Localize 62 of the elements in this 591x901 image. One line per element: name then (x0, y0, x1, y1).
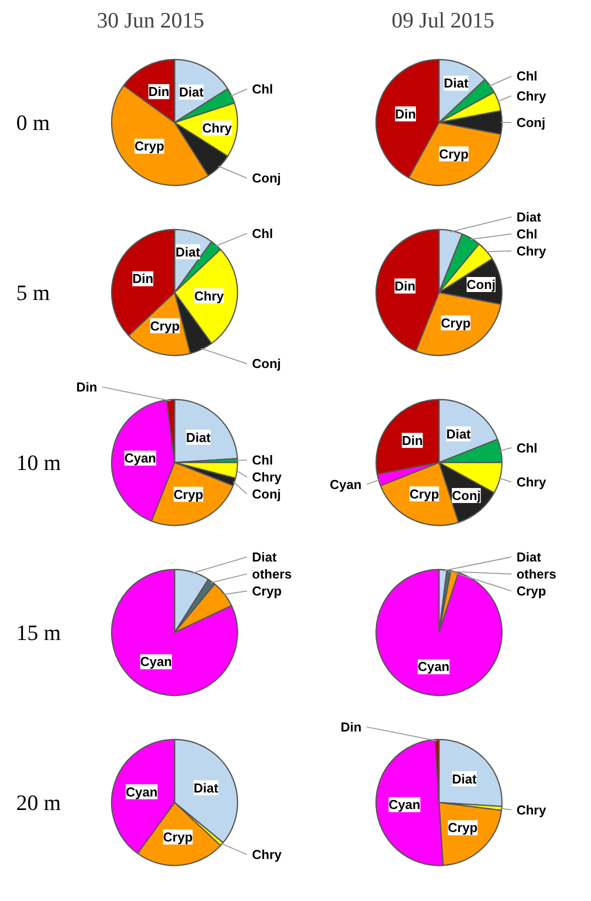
slice-label: Diat (252, 549, 278, 564)
slice-label: Diat (176, 244, 201, 260)
slice-label: Cryp (448, 820, 478, 836)
slice-label: Chry (252, 847, 282, 862)
slice-label: Cryp (134, 138, 164, 154)
slice-label: Din (340, 719, 362, 734)
slice-label: Diat (186, 430, 212, 445)
slice-label: Cryp (516, 583, 546, 598)
text: 5 m (16, 280, 50, 305)
slice-label: Chl (516, 68, 538, 84)
slice-label: Chry (516, 243, 547, 258)
slice-label: Diat (446, 426, 472, 442)
slice-label: others (516, 566, 556, 582)
slice-label: Chry (516, 474, 547, 490)
slice-label: Cryp (440, 315, 471, 330)
slice-label: Chl (516, 226, 538, 242)
slice-label: Din (395, 106, 416, 122)
slice-label: Conj (252, 356, 281, 372)
slice-label: Chl (252, 452, 273, 468)
slice-label: Cryp (150, 318, 180, 334)
text: 10 m (16, 450, 61, 475)
slice-label: Din (394, 278, 416, 294)
slice-label: Cryp (163, 829, 193, 844)
slice-label: Cryp (252, 583, 282, 598)
slice-label: Cyan (140, 654, 172, 670)
slice-label: Din (132, 271, 154, 286)
slice-label: Conj (452, 488, 481, 503)
slice-label: Chry (516, 88, 547, 104)
slice-label: Din (76, 379, 98, 394)
slice-label: Cyan (418, 659, 450, 674)
slice-label: others (252, 566, 292, 582)
slice-label: Conj (252, 170, 281, 186)
slice-label: Conj (252, 486, 281, 502)
slice-label: Chry (194, 288, 225, 304)
slice-label: Conj (516, 115, 546, 130)
slice-label: Diat (452, 771, 478, 786)
slice-label: Chl (252, 226, 273, 241)
slice-label: Diat (178, 84, 204, 100)
slice-label: Din (148, 84, 170, 100)
slice-label: Cryp (438, 146, 469, 162)
chart-title: 09 Jul 2015 (392, 8, 494, 32)
slice-label: Chry (516, 802, 547, 818)
slice-label: Din (402, 432, 423, 448)
text: 0 m (16, 110, 50, 135)
slice-label: Diat (516, 549, 542, 564)
slice-label: Chry (252, 470, 282, 485)
slice-label: Cyan (330, 476, 362, 492)
slice-label: Cryp (409, 486, 440, 502)
slice-label: Chl (252, 81, 273, 96)
slice-label: Diat (194, 780, 219, 796)
slice-label: Diat (444, 76, 469, 91)
slice-label: Cryp (174, 486, 204, 502)
text: 20 m (16, 790, 61, 815)
text: 15 m (16, 620, 61, 645)
chart-title: 30 Jun 2015 (96, 8, 204, 32)
slice-label: Diat (516, 209, 542, 224)
slice-label: Chl (516, 440, 538, 456)
slice-label: Cyan (126, 784, 158, 800)
slice-label: Cyan (124, 450, 156, 466)
slice-label: Chry (202, 120, 233, 136)
slice-label: Cyan (388, 797, 420, 812)
slice-label: Conj (466, 276, 496, 292)
